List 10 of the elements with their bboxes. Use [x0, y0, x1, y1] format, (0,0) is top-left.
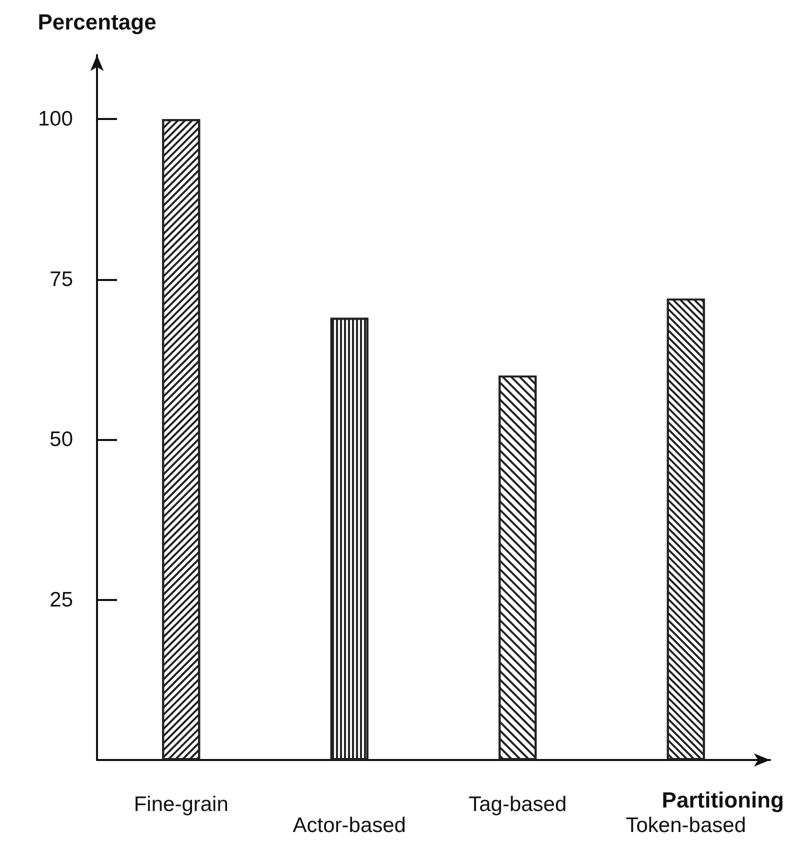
y-tick-label: 50 — [50, 428, 73, 452]
y-tick-label: 100 — [38, 108, 73, 131]
x-tick-label: Tag-based — [468, 793, 567, 816]
y-axis-title: Percentage — [38, 10, 156, 34]
x-tick-label: Token-based — [626, 814, 746, 837]
y-tick-label: 25 — [50, 588, 73, 612]
x-tick-label: Fine-grain — [134, 793, 228, 816]
x-axis-title: Partitioning — [662, 788, 784, 812]
x-tick-label: Actor-based — [292, 814, 406, 837]
y-tick-label: 75 — [50, 268, 73, 291]
